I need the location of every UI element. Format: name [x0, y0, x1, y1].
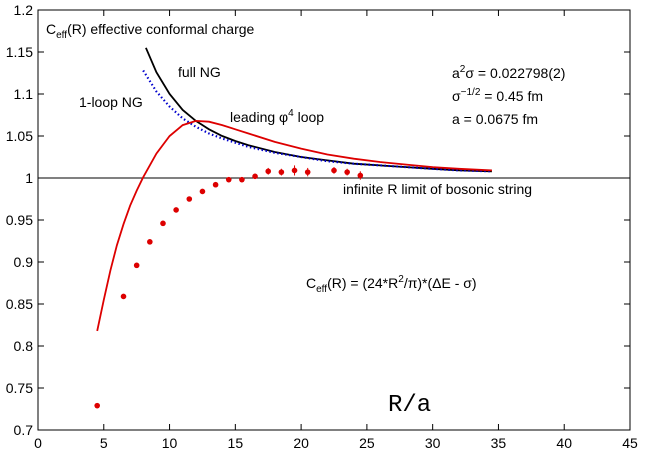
data-point [94, 402, 100, 409]
data-point [225, 176, 232, 183]
data-point [120, 293, 127, 300]
data-point [291, 167, 298, 174]
series-group [94, 47, 492, 409]
series-line-0 [145, 47, 492, 173]
y-tick-label: 0.8 [14, 338, 34, 354]
label-one-loop-ng: 1-loop NG [79, 94, 143, 110]
formula: Ceff(R) = (24*R2/π)*(ΔE - σ) [306, 274, 477, 295]
y-tick-label: 0.95 [6, 212, 33, 228]
y-tick-label: 1.1 [14, 86, 34, 102]
y-tick-label: 1.05 [6, 128, 33, 144]
x-tick-label: 30 [425, 435, 441, 451]
data-point [160, 220, 166, 227]
y-axis: 0.7 0.75 0.8 0.85 0.9 0.95 1 1.05 1.1 1.15 1.2 [6, 2, 630, 438]
param-sigma-inv-sqrt: σ−1/2 = 0.45 fm [452, 87, 543, 104]
series-line-1 [142, 69, 492, 173]
y-tick-label: 0.9 [14, 254, 34, 270]
series-line-2 [96, 119, 492, 332]
x-tick-label: 10 [162, 435, 178, 451]
chart-title: Ceff(R) effective conformal charge [46, 21, 255, 41]
y-tick-label: 0.85 [6, 296, 33, 312]
data-point [239, 176, 245, 183]
data-point [357, 172, 364, 179]
param-lattice-spacing: a = 0.0675 fm [452, 111, 538, 127]
data-point [252, 173, 258, 180]
x-tick-label: 15 [228, 435, 244, 451]
y-tick-label: 0.75 [6, 380, 33, 396]
x-tick-label: 0 [34, 435, 42, 451]
label-full-ng: full NG [178, 64, 221, 80]
data-point [173, 207, 179, 213]
data-point [133, 262, 140, 269]
x-tick-label: 45 [622, 435, 638, 451]
y-tick-label: 1.15 [6, 44, 33, 60]
data-point [278, 169, 285, 175]
x-tick-label: 40 [556, 435, 572, 451]
reference-line-label: infinite R limit of bosonic string [343, 181, 532, 197]
data-point [212, 181, 219, 188]
x-tick-label: 25 [359, 435, 375, 451]
param-sigma: a2σ = 0.022798(2) [452, 64, 565, 81]
data-point [186, 196, 193, 202]
label-phi4-loop: leading φ4 loop [230, 108, 324, 125]
data-point [304, 169, 311, 175]
y-tick-label: 1.2 [14, 2, 34, 18]
x-axis: 0 5 10 15 20 25 30 35 40 45 [34, 10, 638, 451]
x-tick-label: 20 [293, 435, 309, 451]
x-tick-label: 35 [491, 435, 507, 451]
x-tick-label: 5 [100, 435, 108, 451]
data-point [331, 167, 337, 174]
y-tick-label: 1 [25, 170, 33, 186]
data-point [344, 169, 350, 175]
data-point [147, 239, 153, 245]
x-axis-label: R/a [388, 392, 431, 419]
data-point [199, 188, 206, 195]
y-tick-label: 0.7 [14, 422, 34, 438]
data-point [265, 168, 272, 175]
